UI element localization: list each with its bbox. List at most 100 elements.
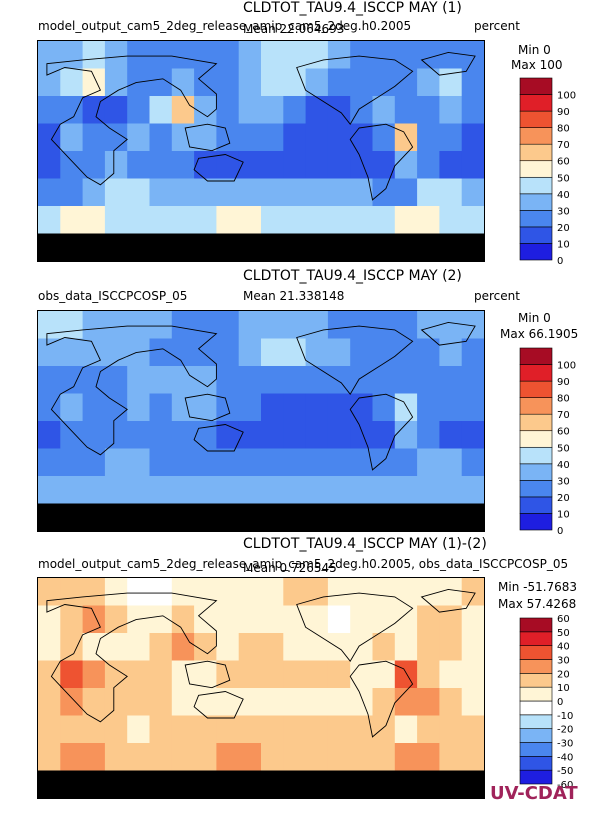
map-cell: [149, 206, 173, 235]
map-cell: [60, 311, 84, 340]
map-cell: [82, 393, 106, 422]
map-cell: [417, 605, 440, 634]
panel2-colorbar: 0 10 20 30 40 50 60 70 80 90 100: [519, 347, 590, 537]
map-cell: [171, 448, 195, 477]
map-cell: [194, 503, 217, 531]
map-cell: [283, 578, 307, 607]
coastline: [46, 55, 218, 186]
map-cell: [104, 578, 128, 607]
map-cell: [394, 123, 418, 152]
map-cell: [305, 41, 329, 70]
map-cell: [394, 660, 418, 689]
map-cell: [216, 633, 240, 662]
map-cell: [38, 366, 61, 395]
map-cell: [216, 41, 240, 70]
map-cell: [104, 660, 128, 689]
colorbar-swatch: [519, 659, 553, 674]
map-cell: [238, 660, 262, 689]
map-cell: [216, 578, 240, 607]
map-cell: [238, 448, 262, 477]
map-cell: [461, 233, 484, 261]
map-cell: [350, 393, 374, 422]
panel1-dataset-label: model_output_cam5_2deg_release_amip_cam5…: [38, 19, 412, 33]
panel3-max-label: Max 57.4268: [498, 597, 577, 611]
map-cell: [327, 233, 351, 261]
map-cell: [350, 311, 374, 340]
map-cell: [261, 715, 284, 744]
panel3-title: CLDTOT_TAU9.4_ISCCP MAY (1)-(2): [243, 536, 487, 552]
map-cell: [194, 448, 217, 477]
map-cell: [394, 151, 418, 180]
map-cell: [439, 233, 463, 261]
map-cell: [171, 715, 195, 744]
map-cell: [194, 233, 217, 261]
map-cell: [350, 633, 374, 662]
map-cell: [327, 68, 351, 97]
map-cell: [104, 151, 128, 180]
panel1-mean-label: Mean 22.064693: [243, 22, 345, 36]
map-cell: [417, 476, 440, 505]
map-cell: [461, 338, 484, 367]
map-cell: [38, 206, 61, 235]
colorbar-swatch: [519, 513, 553, 531]
map-cell: [104, 366, 128, 395]
map-cell: [394, 688, 418, 717]
map-cell: [417, 743, 440, 772]
map-cell: [149, 660, 173, 689]
map-cell: [350, 743, 374, 772]
map-cell: [171, 41, 195, 70]
map-cell: [305, 96, 329, 125]
map-cell: [171, 206, 195, 235]
map-cell: [149, 338, 173, 367]
map-cell: [417, 503, 440, 531]
map-cell: [194, 743, 217, 772]
coastline: [420, 51, 476, 76]
map-cell: [283, 311, 307, 340]
map-cell: [38, 178, 61, 207]
map-cell: [350, 233, 374, 261]
map-cell: [171, 366, 195, 395]
map-cell: [283, 633, 307, 662]
map-cell: [439, 770, 463, 798]
map-cell: [305, 123, 329, 152]
map-cell: [305, 715, 329, 744]
map-cell: [194, 578, 217, 607]
colorbar-tick-label: 60: [557, 157, 570, 168]
map-cell: [194, 311, 217, 340]
map-cell: [439, 123, 463, 152]
coastline: [193, 424, 244, 452]
map-cell: [283, 41, 307, 70]
map-cell: [283, 123, 307, 152]
map-cell: [305, 178, 329, 207]
map-cell: [82, 421, 106, 450]
map-cell: [238, 178, 262, 207]
map-cell: [372, 476, 396, 505]
map-cell: [417, 421, 440, 450]
map-cell: [149, 448, 173, 477]
map-cell: [82, 233, 106, 261]
colorbar-tick-label: 10: [557, 239, 570, 250]
map-cell: [194, 206, 217, 235]
colorbar-tick-label: 10: [557, 509, 570, 520]
map-cell: [327, 715, 351, 744]
colorbar-swatch: [519, 226, 553, 244]
logo-text: UV-CDAT: [490, 783, 578, 804]
map-cell: [104, 338, 128, 367]
map-cell: [127, 448, 151, 477]
map-cell: [305, 68, 329, 97]
map-cell: [104, 688, 128, 717]
map-cell: [171, 421, 195, 450]
map-cell: [38, 503, 61, 531]
map-cell: [394, 366, 418, 395]
map-field: [38, 578, 484, 798]
coastline: [184, 393, 231, 422]
map-cell: [216, 338, 240, 367]
colorbar-swatch: [519, 463, 553, 481]
colorbar-swatch: [519, 193, 553, 211]
map-cell: [238, 715, 262, 744]
map-cell: [38, 448, 61, 477]
map-cell: [127, 206, 151, 235]
map-cell: [149, 770, 173, 798]
map-cell: [171, 770, 195, 798]
panel1-units-label: percent: [474, 19, 520, 33]
